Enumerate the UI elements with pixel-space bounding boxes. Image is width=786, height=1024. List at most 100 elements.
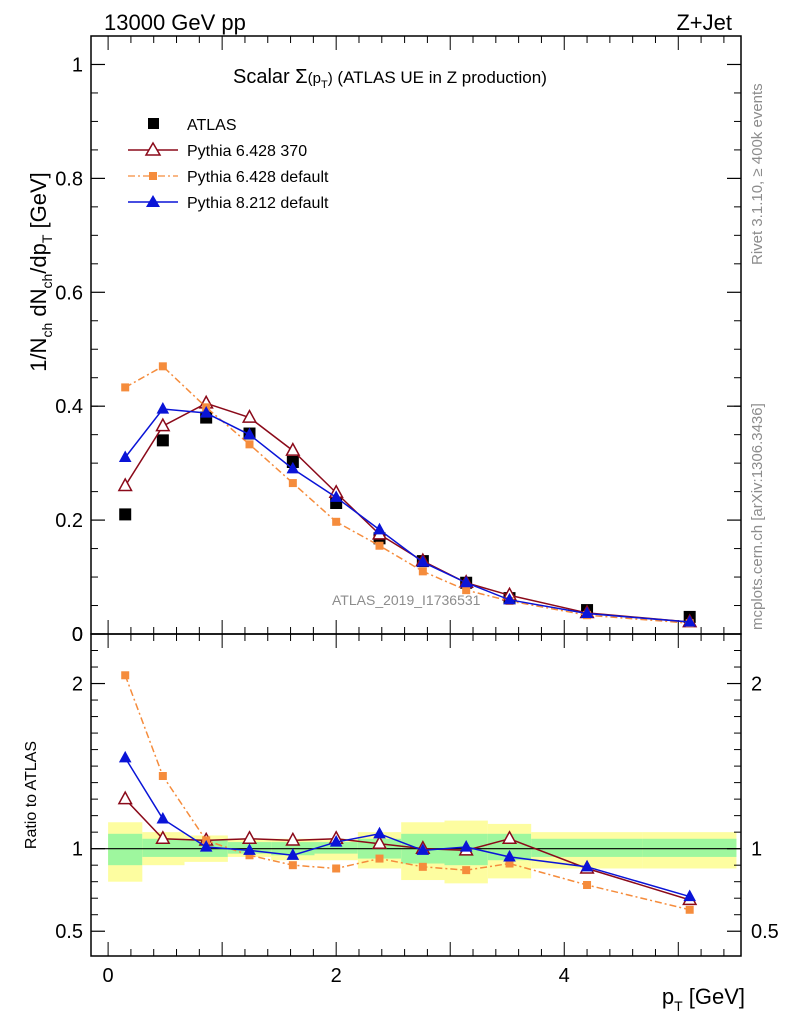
y-tick-label-ratio: 1 bbox=[72, 839, 83, 861]
p6-370-point bbox=[285, 442, 301, 456]
mcplots-label: mcplots.cern.ch [arXiv:1306.3436] bbox=[749, 403, 766, 630]
p6-default-point bbox=[245, 440, 254, 449]
series-line-2 bbox=[124, 757, 690, 898]
p8-point bbox=[416, 555, 430, 567]
p8-point bbox=[243, 843, 256, 855]
y-tick-label-main: 0.4 bbox=[55, 396, 83, 418]
y-tick-label-ratio: 0.5 bbox=[55, 921, 83, 943]
y-tick-label-main: 0.8 bbox=[55, 168, 83, 190]
rivet-label: Rivet 3.1.10, ≥ 400k events bbox=[749, 83, 766, 265]
main-series bbox=[117, 362, 698, 628]
series-line-0 bbox=[124, 798, 690, 901]
p6-370-point bbox=[241, 830, 258, 845]
p6-default-point bbox=[505, 859, 514, 868]
y-tick-label-main: 1 bbox=[72, 54, 83, 76]
legend-marker-atlas bbox=[148, 118, 159, 129]
legend-label-p6-default: Pythia 6.428 default bbox=[187, 169, 329, 186]
p6-default-point bbox=[418, 862, 427, 871]
band-inner bbox=[142, 838, 185, 857]
p8-point bbox=[580, 606, 594, 619]
p6-default-point bbox=[375, 854, 384, 863]
atlas-point bbox=[156, 434, 169, 447]
y-tick-label-ratio-right: 2 bbox=[751, 674, 762, 696]
p8-point bbox=[459, 840, 473, 852]
y-tick-label-main: 0.2 bbox=[55, 510, 83, 532]
p8-point bbox=[580, 859, 594, 872]
plot-title: Scalar Σ(pT) (ATLAS UE in Z production) bbox=[233, 66, 547, 91]
legend-marker-p8 bbox=[146, 195, 160, 207]
y-tick-label-ratio-right: 0.5 bbox=[751, 921, 779, 943]
p8-point bbox=[199, 406, 213, 418]
p8-point bbox=[329, 835, 343, 847]
p8-point bbox=[118, 450, 132, 462]
p6-default-point bbox=[583, 880, 592, 889]
x-axis-label: pT [GeV] bbox=[662, 984, 745, 1014]
p8-point bbox=[199, 840, 213, 852]
y-tick-label-ratio-right: 1 bbox=[751, 839, 762, 861]
y-tick-label-main: 0.6 bbox=[55, 282, 83, 304]
series-line-1 bbox=[124, 675, 690, 911]
p8-point bbox=[286, 461, 300, 474]
p8-point bbox=[156, 811, 170, 824]
p6-default-point bbox=[375, 541, 384, 550]
p8-point bbox=[373, 522, 386, 535]
p8-point bbox=[156, 402, 170, 414]
p6-default-point bbox=[418, 567, 427, 576]
p6-370-point bbox=[501, 830, 518, 845]
p8-point bbox=[503, 592, 516, 605]
axis-ticks: 00.20.40.60.810.5 0.51 12 20 2 40 bbox=[55, 36, 779, 987]
x-tick-label: 4 bbox=[559, 965, 570, 987]
ratio-series bbox=[117, 671, 698, 914]
x-tick-label: 0 bbox=[103, 965, 114, 987]
band-inner bbox=[108, 833, 143, 866]
y-axis-label-ratio: Ratio to ATLAS bbox=[23, 741, 40, 849]
band-inner bbox=[314, 842, 358, 854]
legend-label-atlas: ATLAS bbox=[187, 117, 237, 134]
y-tick-label-main-zero: 0 bbox=[72, 624, 83, 646]
p6-370-point bbox=[241, 409, 258, 423]
p6-370-point bbox=[117, 790, 133, 805]
analysis-watermark: ATLAS_2019_I1736531 bbox=[332, 592, 481, 608]
x-tick-label: 2 bbox=[331, 965, 342, 987]
y-axis-label-main: 1/Nch dNch/dpT [GeV] bbox=[26, 172, 55, 372]
p6-370-point bbox=[155, 830, 171, 845]
p8-point bbox=[286, 848, 300, 860]
ratio-panel-frame bbox=[90, 633, 742, 957]
y-tick-label-main: 0 bbox=[72, 624, 83, 646]
p8-point bbox=[118, 750, 132, 763]
p8-point bbox=[683, 889, 696, 902]
p6-default-point bbox=[288, 861, 297, 870]
p8-point bbox=[503, 849, 516, 862]
p6-default-point bbox=[332, 864, 341, 873]
p6-370-point bbox=[371, 835, 388, 850]
band-inner bbox=[642, 838, 737, 857]
p8-point bbox=[329, 490, 343, 502]
p6-default-point bbox=[245, 851, 254, 860]
series-line-2 bbox=[124, 365, 690, 624]
p6-default-point bbox=[462, 866, 471, 875]
y-tick-label-ratio: 2 bbox=[72, 674, 83, 696]
p6-default-point bbox=[288, 479, 297, 488]
p8-point bbox=[373, 826, 386, 839]
p8-point bbox=[683, 615, 696, 627]
p6-default-point bbox=[332, 517, 341, 526]
p6-default-point bbox=[462, 586, 471, 595]
legend-marker-p6-370 bbox=[144, 141, 162, 156]
atlas-point bbox=[119, 508, 132, 521]
p6-default-point bbox=[158, 362, 167, 371]
legend-marker-p6-default bbox=[149, 172, 157, 180]
series-line-1 bbox=[124, 402, 690, 623]
p6-default-point bbox=[685, 905, 694, 914]
p8-point bbox=[459, 575, 473, 588]
p6-default-point bbox=[121, 671, 130, 680]
band-inner bbox=[531, 838, 643, 857]
p6-370-point bbox=[155, 417, 171, 432]
legend-label-p8: Pythia 8.212 default bbox=[187, 195, 329, 212]
p6-370-point bbox=[285, 831, 301, 846]
p6-default-point bbox=[121, 383, 130, 392]
legend: ATLAS Pythia 6.428 370 Pythia 6.428 defa… bbox=[128, 117, 329, 212]
series-line-3 bbox=[124, 408, 690, 623]
process-label: Z+Jet bbox=[676, 10, 732, 35]
p8-point bbox=[416, 843, 430, 855]
